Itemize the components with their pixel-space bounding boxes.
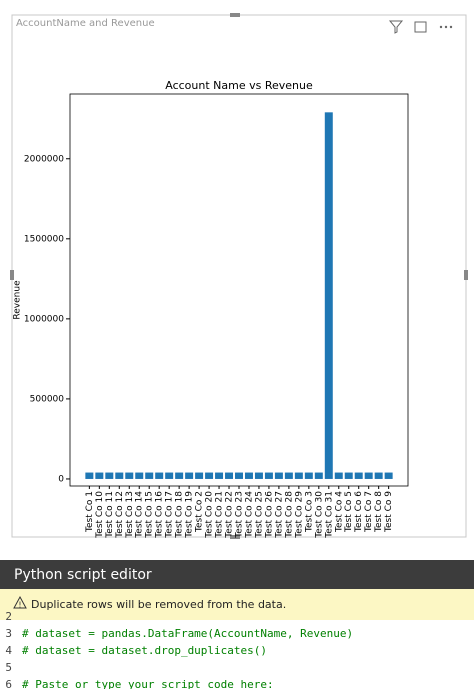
- bar: [165, 472, 174, 479]
- bar: [95, 472, 104, 479]
- x-tick-label: Test Co 24: [244, 491, 254, 539]
- code-line: # dataset = dataset.drop_duplicates(): [22, 644, 267, 657]
- code-line: # Paste or type your script code here:: [22, 678, 274, 689]
- warning-icon-mark: !: [18, 601, 21, 610]
- warning-icon: [13, 595, 27, 609]
- bar: [235, 472, 243, 479]
- bar: [364, 472, 373, 479]
- bar: [244, 472, 253, 479]
- x-tick-label: Test Co 5: [344, 491, 354, 533]
- bar: [215, 472, 224, 479]
- bar: [195, 472, 204, 479]
- bar: [185, 472, 194, 479]
- y-tick-label: 500000: [30, 394, 65, 404]
- line-number: 3: [5, 627, 12, 640]
- x-tick-label: Test Co 23: [235, 491, 245, 539]
- bar: [344, 472, 353, 479]
- x-tick-label: Test Co 18: [175, 491, 185, 539]
- bar: [384, 472, 393, 479]
- x-tick-label: Test Co 21: [215, 491, 225, 539]
- bar: [284, 472, 293, 479]
- resize-handle[interactable]: [464, 270, 468, 280]
- x-tick-label: Test Co 8: [374, 491, 384, 533]
- bar: [135, 472, 144, 479]
- x-tick-label: Test Co 22: [225, 491, 235, 539]
- bar: [85, 472, 94, 479]
- y-tick-label: 0: [58, 474, 64, 484]
- y-axis-label: Revenue: [13, 280, 23, 320]
- y-tick-label: 2000000: [24, 154, 64, 164]
- x-tick-label: Test Co 17: [165, 491, 175, 539]
- y-tick-label: 1000000: [24, 314, 64, 324]
- line-number: 4: [5, 644, 12, 657]
- visual-header: AccountName and Revenue: [16, 18, 155, 29]
- x-tick-label: Test Co 27: [274, 491, 284, 539]
- x-tick-label: Test Co 13: [125, 491, 135, 539]
- warning-bar: [0, 589, 474, 620]
- bar: [374, 472, 383, 479]
- visual-frame: [11, 14, 467, 538]
- bar: [274, 472, 283, 479]
- x-tick-label: Test Co 7: [364, 491, 374, 533]
- x-tick-label: Test Co 29: [294, 491, 304, 539]
- gap: [0, 548, 474, 558]
- line-number: 6: [5, 678, 12, 689]
- bar: [314, 472, 323, 479]
- warning-text: Duplicate rows will be removed from the …: [31, 598, 286, 611]
- x-tick-label: Test Co 19: [185, 491, 195, 539]
- bar: [205, 472, 214, 479]
- x-tick-label: Test Co 30: [314, 491, 324, 539]
- focus-icon[interactable]: [414, 21, 427, 33]
- x-tick-label: Test Co 14: [135, 491, 145, 539]
- x-tick-label: Test Co 11: [105, 491, 115, 539]
- editor-title: Python script editor: [14, 567, 152, 583]
- bar: [304, 472, 313, 479]
- x-tick-label: Test Co 25: [254, 491, 264, 539]
- bar: [155, 472, 164, 479]
- bar: [334, 472, 343, 479]
- bar: [115, 472, 124, 479]
- bar: [145, 472, 154, 479]
- x-tick-label: Test Co 6: [354, 491, 364, 533]
- x-tick-label: Test Co 12: [115, 491, 125, 539]
- bar: [294, 472, 303, 479]
- bar: [254, 472, 263, 479]
- code-line: # dataset = pandas.DataFrame(AccountName…: [22, 627, 353, 640]
- more-icon[interactable]: [439, 25, 453, 29]
- bar: [175, 472, 184, 479]
- y-tick-label: 1500000: [24, 234, 64, 244]
- bar: [105, 472, 114, 479]
- x-tick-label: Test Co 16: [155, 491, 165, 539]
- resize-handle[interactable]: [230, 535, 240, 539]
- line-number: 5: [5, 661, 12, 674]
- x-tick-label: Test Co 9: [384, 491, 394, 533]
- bar: [225, 472, 234, 479]
- x-tick-label: Test Co 15: [145, 491, 155, 539]
- x-tick-label: Test Co 3: [304, 491, 314, 533]
- resize-handle[interactable]: [230, 13, 240, 17]
- x-tick-label: Test Co 31: [324, 491, 334, 539]
- bar: [324, 112, 333, 479]
- x-tick-label: Test Co 26: [264, 491, 274, 539]
- bar: [264, 472, 273, 479]
- filter-icon[interactable]: [388, 20, 404, 34]
- x-tick-label: Test Co 10: [95, 491, 105, 539]
- x-tick-label: Test Co 2: [195, 491, 205, 533]
- x-tick-label: Test Co 1: [85, 491, 95, 533]
- line-number: 2: [5, 610, 12, 623]
- x-tick-label: Test Co 4: [334, 491, 344, 533]
- bar: [354, 472, 363, 479]
- editor-titlebar: [0, 560, 474, 589]
- chart-title: Account Name vs Revenue: [165, 79, 313, 92]
- resize-handle[interactable]: [10, 270, 14, 280]
- x-tick-label: Test Co 28: [284, 491, 294, 539]
- bar: [125, 472, 134, 479]
- x-tick-label: Test Co 20: [205, 491, 215, 539]
